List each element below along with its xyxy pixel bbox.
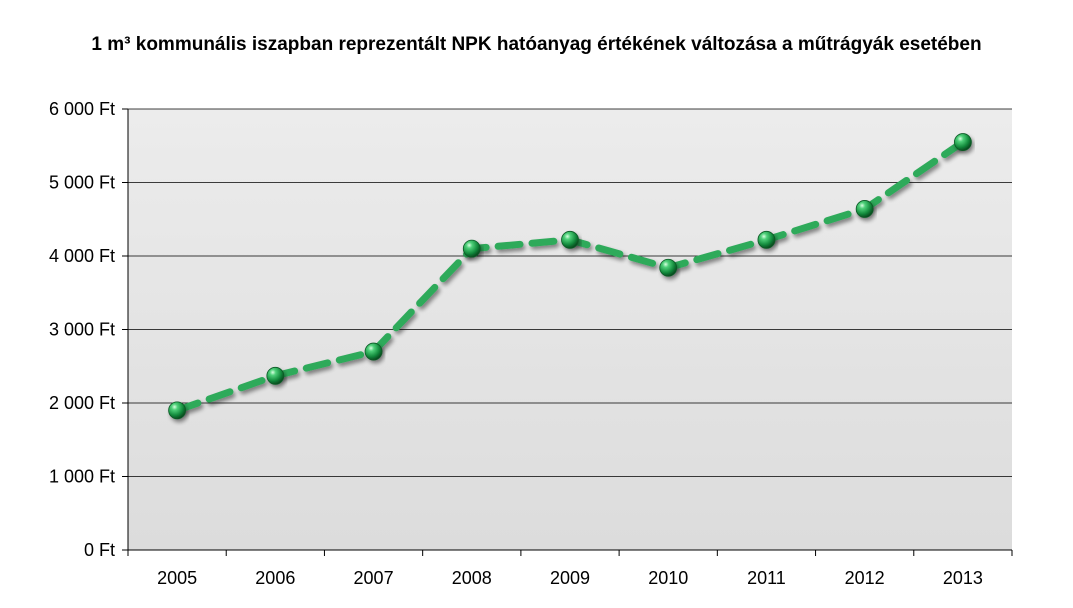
data-point [561, 230, 579, 249]
x-tick-label: 2005 [157, 568, 197, 588]
data-point [953, 133, 972, 151]
x-tick-label: 2006 [255, 568, 295, 588]
data-point [266, 366, 285, 385]
data-point [462, 239, 481, 258]
x-tick-label: 2013 [943, 568, 983, 588]
data-point [364, 342, 383, 361]
y-tick-label: 0 Ft [84, 540, 115, 560]
chart-title: 1 m³ kommunális iszapban reprezentált NP… [91, 34, 982, 55]
x-tick-label: 2009 [550, 568, 590, 588]
x-tick-label: 2007 [354, 568, 394, 588]
y-tick-label: 2 000 Ft [49, 393, 115, 413]
x-tick-label: 2010 [648, 568, 688, 588]
data-point [757, 230, 776, 249]
y-tick-label: 4 000 Ft [49, 246, 115, 266]
y-tick-label: 5 000 Ft [49, 173, 115, 193]
y-tick-label: 3 000 Ft [49, 320, 115, 340]
x-tick-label: 2012 [845, 568, 885, 588]
data-point [168, 401, 187, 420]
x-tick-label: 2008 [452, 568, 492, 588]
data-point [659, 258, 678, 277]
data-point [855, 200, 874, 218]
y-tick-label: 6 000 Ft [49, 99, 115, 119]
y-tick-label: 1 000 Ft [49, 467, 115, 487]
x-tick-label: 2011 [747, 568, 786, 588]
